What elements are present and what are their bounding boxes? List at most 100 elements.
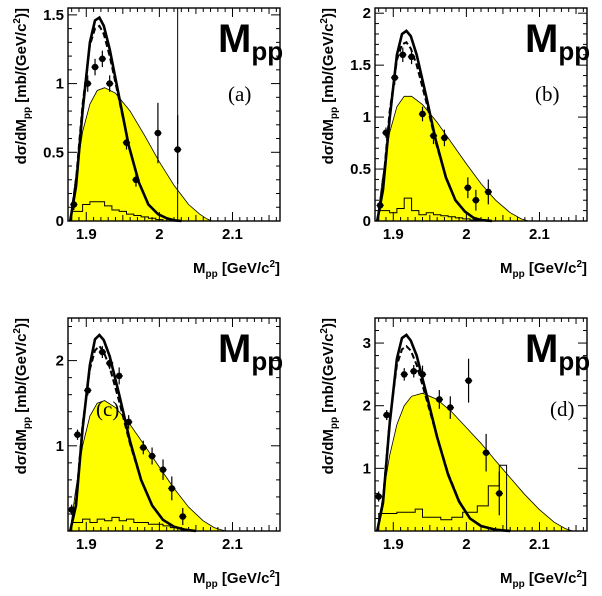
panel-d: 1.9 2 2.1 1 2 3 Mpp (d) Mpp [GeV/c2] dσ/dMpp …	[319, 317, 590, 590]
panel-a-histogram	[71, 201, 171, 222]
panel-d-x-tick-label: 2	[462, 536, 470, 553]
panel-b-data-point	[407, 49, 416, 65]
panel-a-marker	[174, 146, 181, 153]
panel-a-y-tick-label: 0	[56, 213, 64, 230]
panel-b-label: (b)	[535, 82, 560, 106]
panel-b-data-point	[484, 179, 492, 205]
panel-c-x-tick-label: 2	[155, 536, 163, 553]
panel-d-marker	[436, 396, 443, 403]
panel-b-y-tick-label: 0.5	[350, 161, 371, 178]
panel-a-marker	[84, 80, 92, 87]
panel-a-marker	[99, 55, 106, 63]
panel-b-data-point	[382, 127, 390, 138]
panel-c-label: (c)	[96, 397, 119, 421]
panel-b-marker	[408, 53, 415, 61]
panel-b-y-tick-label: 0	[363, 213, 371, 230]
panel-b-marker	[485, 188, 492, 196]
panel-c-data-point	[168, 476, 176, 501]
panel-b-histogram	[378, 197, 485, 222]
panel-b-y-tick-label: 1	[363, 109, 371, 126]
panel-a-phase-space-area	[69, 87, 213, 222]
panel-c-marker	[125, 418, 132, 426]
panel-b-marker	[464, 184, 472, 192]
panel-b-marker	[376, 202, 384, 209]
panel-b-data-point	[418, 106, 427, 122]
panel-c-data-point	[115, 367, 123, 385]
panel-b-marker	[382, 129, 390, 136]
panel-d-y-tick-label: 1	[363, 460, 371, 477]
panel-b-marker	[441, 134, 448, 142]
panel-c-phase-space-area	[69, 400, 226, 532]
panel-c-marker	[115, 372, 123, 380]
panel-b-data-point	[472, 189, 480, 211]
panel-a-marker	[106, 80, 113, 87]
panel-c-data-point	[139, 440, 147, 455]
panel-b-data-point	[429, 127, 438, 145]
panel-b: 1.9 2 2.1 0 0.5 1 1.5 2 Mpp (b) Mpp [GeV/c2] dσ…	[319, 5, 590, 280]
panel-c-data-point	[98, 346, 107, 359]
panel-a-marker	[91, 63, 99, 71]
panel-a-x-axis-title: Mpp [GeV/c2]	[193, 259, 280, 280]
panel-d-x-tick-label: 2.1	[529, 536, 550, 553]
panel-c-dashed-curve	[69, 344, 197, 532]
panel-c-plot-area: 1.9 2 2.1 1 2	[56, 317, 281, 553]
panel-c-data-point	[159, 459, 167, 480]
panel-a-y-axis-title: dσ/dMpp [mb/(GeV/c2)]	[12, 8, 33, 164]
panel-d-x-tick-label: 1.9	[383, 536, 404, 553]
panel-c: 1.9 2 2.1 1 2 Mpp (c) Mpp [GeV/c2] dσ/dMpp […	[12, 317, 283, 590]
panel-d-dashed-curve	[376, 344, 511, 532]
panel-b-marker	[430, 132, 437, 140]
panel-b-data-point	[399, 47, 407, 63]
panel-b-data-point	[440, 129, 449, 147]
panel-a-data-point	[174, 115, 182, 184]
panel-a-x-tick-label: 1.9	[76, 226, 97, 243]
panel-c-y-tick-label: 1	[56, 438, 64, 455]
panel-a-data-point	[122, 135, 131, 150]
panel-d-marker	[383, 411, 390, 419]
panel-c-marker	[106, 359, 113, 367]
panel-c-x-axis-title: Mpp [GeV/c2]	[193, 569, 280, 590]
panel-d-marker	[446, 404, 454, 411]
panel-c-data-point	[68, 504, 76, 515]
panel-b-marker	[419, 110, 426, 118]
panel-c-marker	[99, 348, 106, 356]
panel-c-marker	[139, 444, 147, 451]
panel-b-data-point	[391, 70, 399, 85]
panel-d-data-point	[383, 410, 391, 421]
panel-b-data-point	[376, 200, 384, 211]
panel-b-x-tick-label: 2.1	[529, 226, 550, 243]
panel-b-y-tick-label: 1.5	[350, 57, 371, 74]
panel-d-marker	[410, 367, 418, 375]
panel-c-y-tick-label: 2	[56, 353, 64, 370]
panel-c-marker	[74, 431, 81, 439]
panel-d-data-point	[446, 396, 454, 419]
panel-a: 1.9 2 2.1 0 0.5 1 1.5 Mpp (a) Mpp [GeV/c2] dσ/…	[12, 7, 283, 280]
panel-c-marker	[168, 485, 176, 492]
panel-c-data-point	[125, 415, 133, 429]
panel-a-data-point	[132, 172, 140, 187]
panel-d-y-tick-label: 3	[363, 335, 371, 352]
panel-c-data-point	[84, 385, 92, 396]
panel-c-marker	[148, 452, 156, 460]
panel-a-data-point	[91, 58, 99, 76]
panel-d-marker	[482, 449, 490, 456]
panel-b-marker	[391, 74, 399, 81]
panel-a-marker	[154, 129, 162, 137]
panel-a-x-tick-label: 2	[155, 226, 163, 243]
panel-b-x-axis-title: Mpp [GeV/c2]	[500, 259, 587, 280]
panel-c-marker	[84, 387, 92, 394]
panel-a-y-tick-label: 1	[56, 76, 64, 93]
panel-d-x-axis-title: Mpp [GeV/c2]	[500, 569, 587, 590]
panel-a-x-tick-label: 2.1	[222, 226, 243, 243]
panel-c-title: Mpp	[218, 327, 283, 376]
panel-d-y-axis-title: dσ/dMpp [mb/(GeV/c2)]	[319, 318, 340, 474]
panel-d-data-point	[400, 368, 408, 381]
panel-b-marker	[399, 51, 407, 59]
panel-a-data-point	[70, 199, 78, 211]
panel-d-data-point	[435, 390, 443, 409]
panel-d-data-point	[482, 433, 490, 472]
panel-c-data-point	[179, 507, 187, 526]
panel-c-y-axis-title: dσ/dMpp [mb/(GeV/c2)]	[12, 318, 33, 474]
panel-d-marker	[465, 377, 472, 384]
panel-c-data-point	[148, 447, 156, 465]
